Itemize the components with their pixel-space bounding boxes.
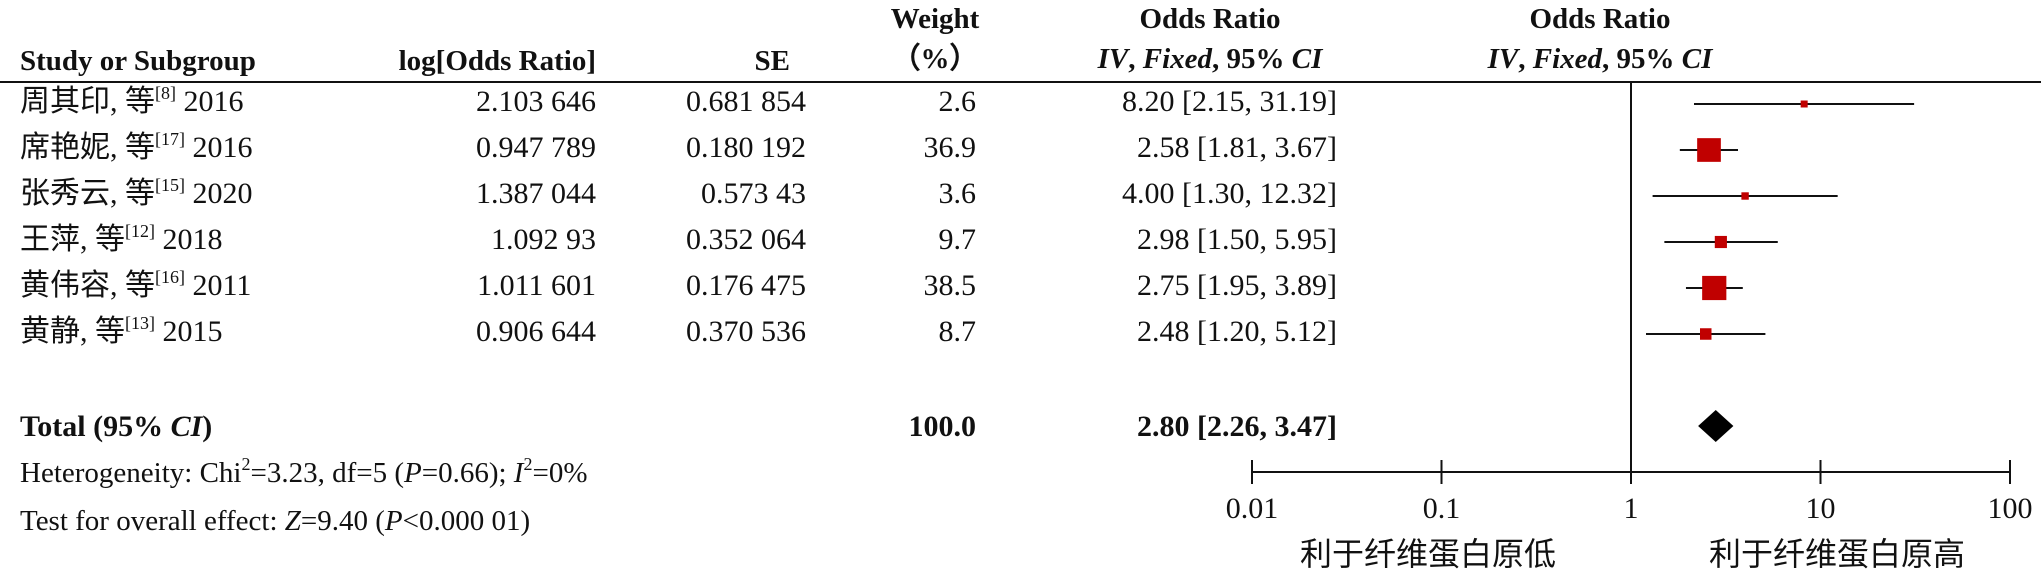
study-log-or: 1.092 93 [491,223,596,256]
study-weight: 2.6 [938,85,977,118]
study-name: 王萍, 等[12] 2018 [20,221,223,256]
plot-header-method: IV, Fixed, 95% CI [1487,43,1713,75]
study-name: 张秀云, 等[15] 2020 [20,175,253,210]
x-tick-label: 100 [1988,492,2033,525]
study-se: 0.370 536 [686,315,806,348]
study-name: 席艳妮, 等[17] 2016 [20,129,253,164]
study-log-or: 0.947 789 [476,131,596,164]
col-header-se: SE [754,45,790,77]
weight-marker [1702,275,1727,301]
total-label: Total (95% CI) [20,410,213,443]
study-log-or: 2.103 646 [476,85,596,118]
study-ci: 8.20 [2.15, 31.19] [1122,85,1337,118]
study-weight: 3.6 [938,177,977,210]
study-ci: 2.58 [1.81, 3.67] [1137,131,1337,164]
x-tick-label: 10 [1806,492,1836,525]
heterogeneity-text: Heterogeneity: Chi2=3.23, df=5 (P=0.66);… [20,454,588,489]
weight-marker [1741,192,1749,200]
col-header-weight: Weight [890,3,980,35]
study-ci: 2.75 [1.95, 3.89] [1137,269,1337,302]
x-tick-label: 1 [1624,492,1639,525]
plot-header-or: Odds Ratio [1529,3,1671,35]
total-ci: 2.80 [2.26, 3.47] [1137,410,1337,443]
study-name: 黄伟容, 等[16] 2011 [20,267,252,302]
col-header-or-method: IV, Fixed, 95% CI [1097,43,1323,75]
col-header-or: Odds Ratio [1139,3,1281,35]
total-weight: 100.0 [908,410,977,443]
study-se: 0.176 475 [686,269,806,302]
header-rule [0,81,2041,83]
study-weight: 8.7 [938,315,977,348]
study-se: 0.352 064 [686,223,806,256]
study-se: 0.573 43 [701,177,806,210]
weight-marker [1697,138,1721,162]
study-weight: 36.9 [923,131,977,164]
pooled-diamond [1698,410,1734,442]
study-se: 0.180 192 [686,131,806,164]
weight-marker [1714,235,1727,249]
study-weight: 38.5 [923,269,977,302]
study-log-or: 1.011 601 [477,269,596,302]
study-ci: 4.00 [1.30, 12.32] [1122,177,1337,210]
study-name: 周其印, 等[8] 2016 [20,83,244,118]
study-log-or: 0.906 644 [476,315,596,348]
study-log-or: 1.387 044 [476,177,596,210]
col-header-weight-unit: （%） [891,43,979,75]
study-ci: 2.48 [1.20, 5.12] [1137,315,1337,348]
weight-marker [1800,100,1808,108]
study-se: 0.681 854 [686,85,806,118]
col-header-log-or: log[Odds Ratio] [398,45,596,77]
study-weight: 9.7 [938,223,977,256]
study-name: 黄静, 等[13] 2015 [20,313,223,348]
favours-low-label: 利于纤维蛋白原低 [1300,535,1557,573]
overall-effect-text: Test for overall effect: Z=9.40 (P<0.000… [20,505,531,537]
weight-marker [1699,328,1712,340]
x-tick-label: 0.1 [1423,492,1461,525]
study-ci: 2.98 [1.50, 5.95] [1137,223,1337,256]
favours-high-label: 利于纤维蛋白原高 [1708,535,1965,573]
x-tick-label: 0.01 [1226,492,1279,525]
col-header-study: Study or Subgroup [20,45,256,77]
